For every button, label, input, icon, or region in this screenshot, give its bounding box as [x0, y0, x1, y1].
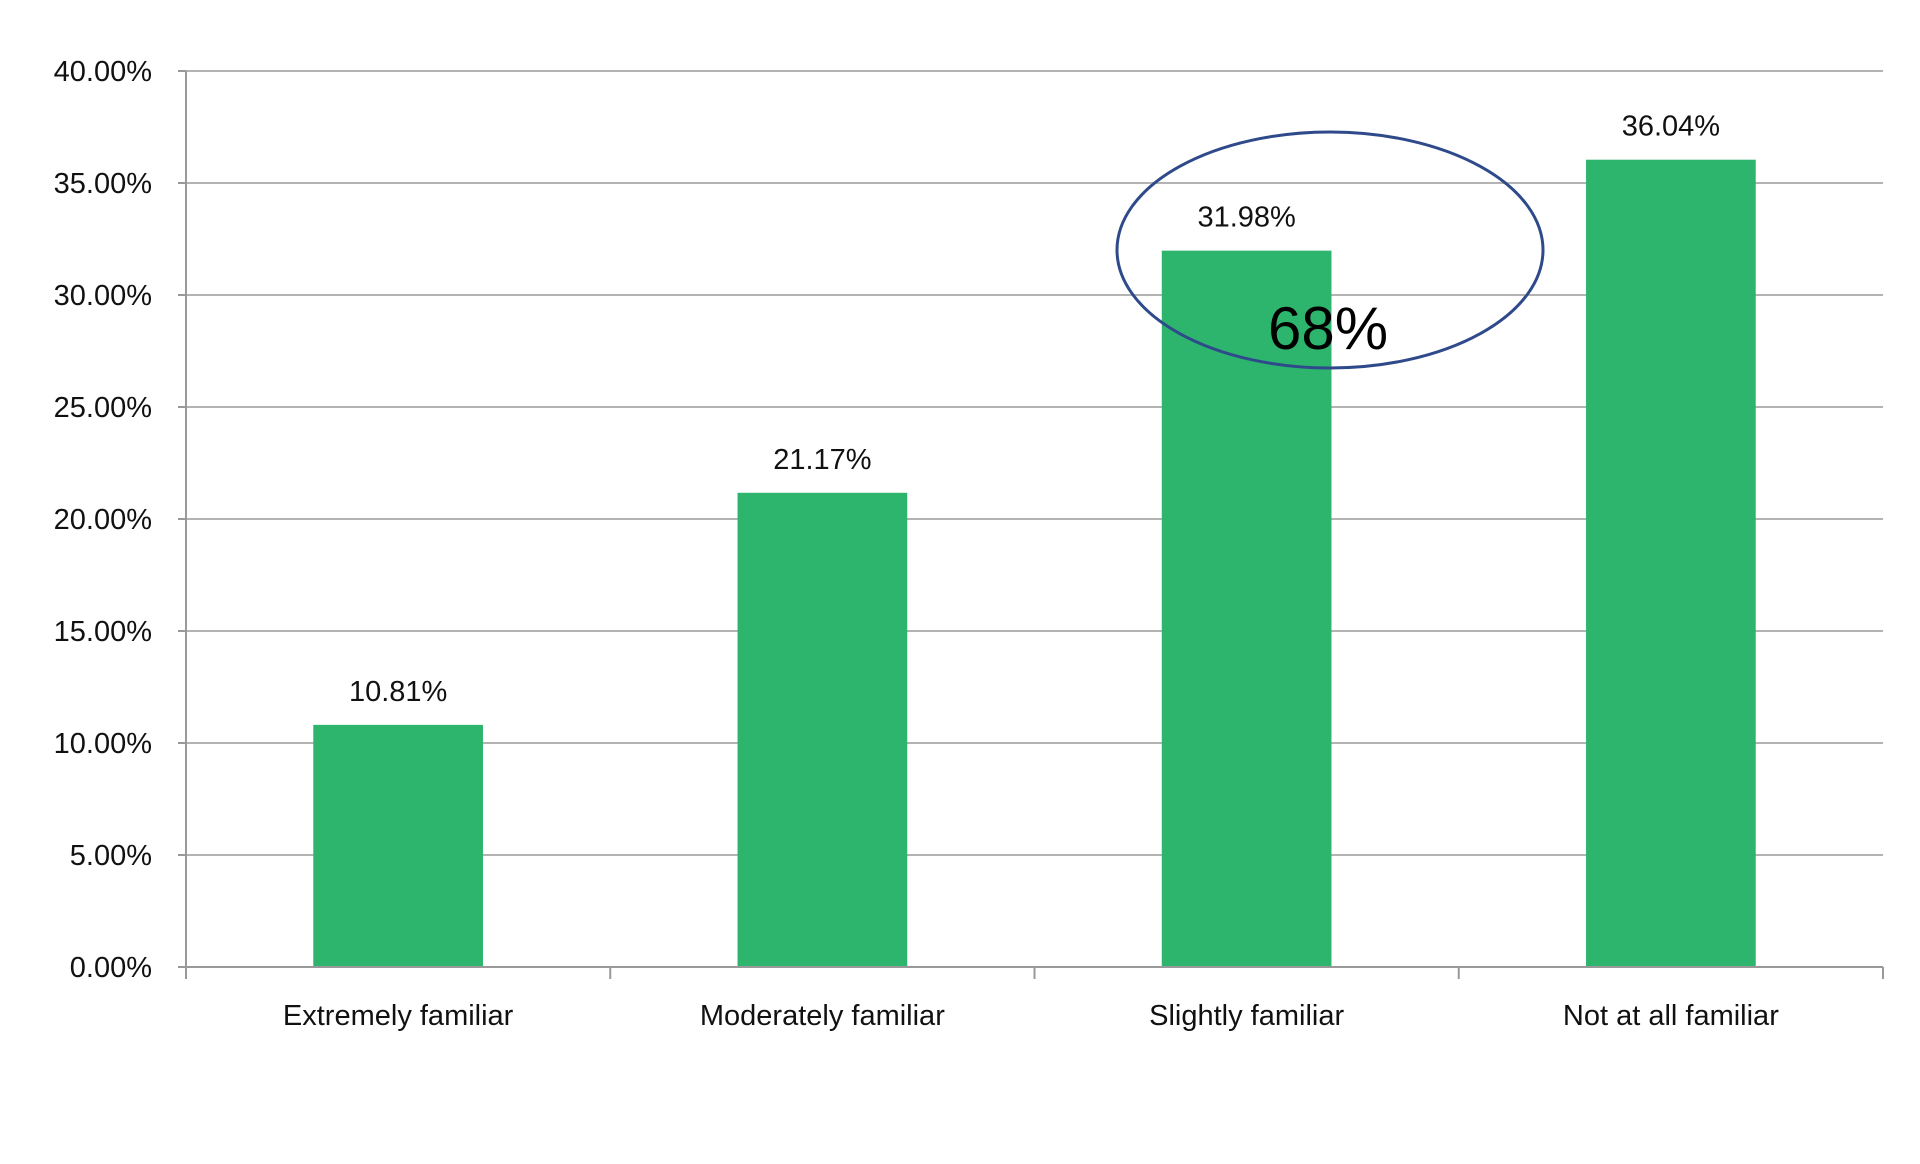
data-label: 10.81% [349, 676, 447, 708]
y-tick-label: 0.00% [70, 952, 152, 984]
x-category-label: Moderately familiar [700, 1000, 945, 1032]
data-label: 36.04% [1622, 111, 1720, 143]
data-label: 31.98% [1197, 202, 1295, 234]
y-tick-label: 30.00% [54, 280, 152, 312]
y-tick-label: 10.00% [54, 728, 152, 760]
x-category-label: Slightly familiar [1149, 1000, 1344, 1032]
y-tick-label: 35.00% [54, 168, 152, 200]
bars [313, 159, 1756, 968]
bar [737, 492, 908, 967]
annotation-ellipse [1115, 130, 1545, 370]
y-tick-label: 5.00% [70, 840, 152, 872]
y-tick-label: 25.00% [54, 392, 152, 424]
y-tick-label: 20.00% [54, 504, 152, 536]
y-tick-label: 40.00% [54, 56, 152, 88]
x-category-label: Extremely familiar [283, 1000, 514, 1032]
bar [1586, 159, 1756, 968]
x-category-label: Not at all familiar [1563, 1000, 1779, 1032]
y-tick-label: 15.00% [54, 616, 152, 648]
bar [1161, 250, 1332, 967]
labels: 0.00% 5.00% 10.00% 15.00% 20.00% 25.00% 30.00%… [54, 56, 1780, 1032]
axes [178, 70, 1884, 979]
annotation-text: 68% [1268, 295, 1388, 362]
bar [313, 724, 483, 967]
data-label: 21.17% [773, 444, 871, 476]
